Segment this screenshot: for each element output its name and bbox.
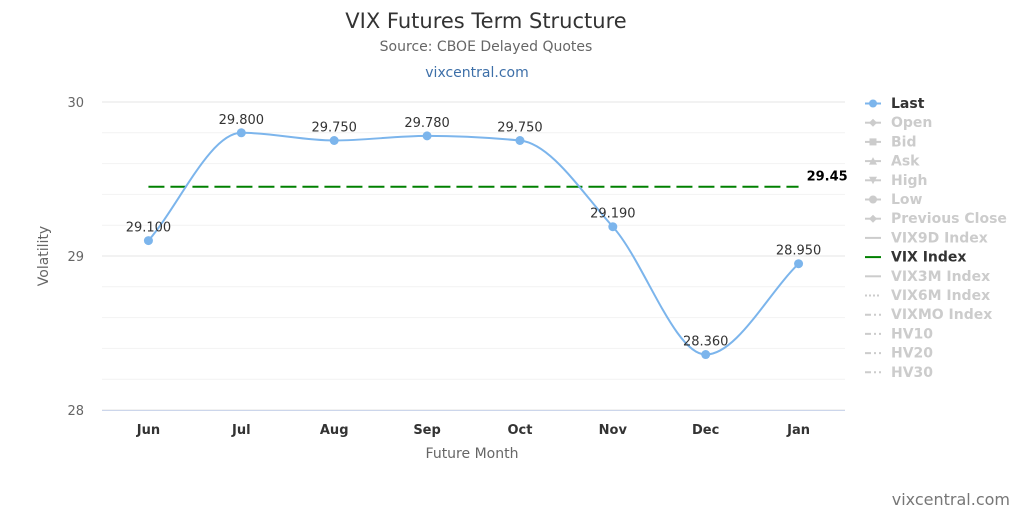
legend-item-label: HV30 bbox=[891, 365, 933, 381]
line-triangle-icon bbox=[865, 157, 881, 165]
data-label: 29.780 bbox=[404, 116, 450, 131]
data-point bbox=[794, 259, 804, 269]
data-point bbox=[515, 136, 525, 145]
data-label: 29.750 bbox=[497, 121, 543, 136]
x-tick-label: Nov bbox=[599, 423, 628, 438]
legend-item[interactable]: VIX6M Index bbox=[865, 288, 990, 304]
legend-item-label: Ask bbox=[891, 154, 920, 170]
chart-subtitle: Source: CBOE Delayed Quotes bbox=[380, 39, 593, 55]
data-label: 29.750 bbox=[311, 121, 357, 136]
vix-index-label: 29.45 bbox=[807, 170, 848, 185]
legend: Last Open Bid Ask High Low Previous Close VIX9D… bbox=[865, 96, 1007, 381]
data-point bbox=[608, 222, 618, 232]
legend-item-label: Last bbox=[891, 96, 925, 112]
data-point bbox=[236, 128, 246, 138]
y-axis-title: Volatility bbox=[36, 226, 52, 286]
data-label: 28.950 bbox=[776, 244, 822, 259]
legend-item-label: Previous Close bbox=[891, 211, 1007, 227]
data-label: 29.190 bbox=[590, 207, 636, 222]
legend-item[interactable]: Previous Close bbox=[865, 211, 1007, 227]
legend-item-label: Open bbox=[891, 115, 932, 131]
legend-item-label: HV20 bbox=[891, 346, 933, 362]
data-point bbox=[329, 136, 339, 145]
line-square-icon bbox=[865, 138, 881, 146]
data-label: 29.800 bbox=[219, 113, 265, 128]
legend-item-label: VIX Index bbox=[891, 250, 966, 266]
data-label: 28.360 bbox=[683, 335, 729, 350]
legend-item[interactable]: VIXMO Index bbox=[865, 307, 992, 323]
legend-item-label: Low bbox=[891, 192, 923, 208]
legend-item[interactable]: VIX9D Index bbox=[865, 230, 988, 246]
data-point bbox=[701, 350, 711, 360]
credit-text[interactable]: vixcentral.com bbox=[892, 490, 1010, 509]
y-tick-label: 29 bbox=[67, 250, 84, 265]
x-axis-title: Future Month bbox=[426, 446, 519, 462]
legend-item[interactable]: HV10 bbox=[865, 326, 933, 342]
legend-item[interactable]: VIX Index bbox=[865, 250, 966, 266]
chart-title: VIX Futures Term Structure bbox=[345, 9, 626, 33]
legend-item[interactable]: Last bbox=[865, 96, 925, 112]
legend-item[interactable]: Bid bbox=[865, 134, 917, 150]
line-circle-icon bbox=[865, 99, 881, 108]
chart-source-link[interactable]: vixcentral.com bbox=[425, 65, 528, 81]
x-axis-ticks: Jun Jul Aug Sep Oct Nov Dec Jan bbox=[136, 423, 810, 438]
x-tick-label: Oct bbox=[507, 423, 532, 438]
x-tick-label: Aug bbox=[320, 423, 349, 438]
legend-item[interactable]: HV30 bbox=[865, 365, 933, 381]
line-triangle-down-icon bbox=[865, 176, 881, 185]
y-tick-label: 28 bbox=[67, 404, 84, 419]
legend-item-label: Bid bbox=[891, 134, 917, 150]
y-axis-ticks: 28 29 30 bbox=[67, 96, 84, 419]
legend-item[interactable]: Ask bbox=[865, 154, 920, 170]
legend-item-label: VIX6M Index bbox=[891, 288, 990, 304]
legend-item-label: High bbox=[891, 173, 928, 189]
legend-item[interactable]: Open bbox=[865, 115, 932, 131]
x-tick-label: Dec bbox=[692, 423, 719, 438]
legend-item-label: VIX9D Index bbox=[891, 230, 988, 246]
x-tick-label: Jan bbox=[786, 423, 810, 438]
x-tick-label: Sep bbox=[413, 423, 441, 438]
legend-item[interactable]: High bbox=[865, 173, 928, 189]
line-circle-icon bbox=[865, 195, 881, 204]
line-diamond-icon bbox=[865, 118, 881, 127]
legend-item[interactable]: HV20 bbox=[865, 346, 933, 362]
line-diamond-icon bbox=[865, 214, 881, 223]
y-tick-label: 30 bbox=[67, 96, 84, 111]
legend-item-label: VIX3M Index bbox=[891, 269, 990, 285]
legend-item-label: VIXMO Index bbox=[891, 307, 992, 323]
legend-item-label: HV10 bbox=[891, 326, 933, 342]
vix-index-line-group: 29.45 bbox=[148, 170, 848, 188]
x-tick-label: Jul bbox=[231, 423, 251, 438]
data-label: 29.100 bbox=[126, 221, 172, 236]
data-point bbox=[422, 131, 432, 141]
series-last-group bbox=[143, 128, 804, 360]
series-last-line bbox=[147, 131, 800, 356]
data-point bbox=[143, 236, 153, 246]
legend-item[interactable]: Low bbox=[865, 192, 923, 208]
legend-item[interactable]: VIX3M Index bbox=[865, 269, 990, 285]
x-tick-label: Jun bbox=[136, 423, 160, 438]
grid-lines bbox=[102, 101, 845, 411]
data-labels-group: 29.100 29.800 29.750 29.780 29.750 29.190 28.3… bbox=[126, 113, 822, 350]
